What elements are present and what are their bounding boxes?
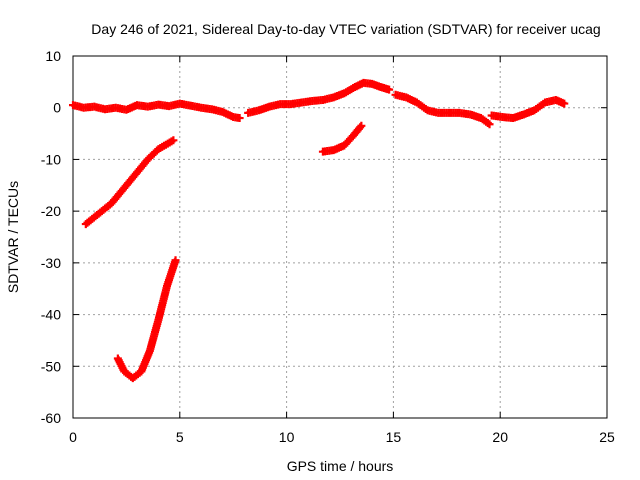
data-point: [357, 121, 366, 130]
x-tick-label: 10: [279, 429, 295, 445]
series-arc-4: [487, 95, 569, 123]
y-axis: -60 -50 -40 -30 -20 -10 0 10: [41, 48, 607, 426]
x-tick-label: 25: [599, 429, 615, 445]
data-point: [560, 99, 569, 108]
y-tick-label: -60: [41, 410, 61, 426]
x-tick-label: 0: [69, 429, 77, 445]
series-arc-2: [244, 78, 394, 117]
x-axis: 0 5 10 15 20 25: [69, 56, 615, 445]
series-arc-1: [69, 99, 244, 123]
y-tick-label: -10: [41, 151, 61, 167]
y-tick-label: -30: [41, 255, 61, 271]
y-tick-label: -50: [41, 358, 61, 374]
chart-title: Day 246 of 2021, Sidereal Day-to-day VTE…: [91, 21, 600, 37]
y-tick-label: -40: [41, 307, 61, 323]
y-tick-label: 0: [53, 100, 61, 116]
y-axis-title: SDTVAR / TECUs: [5, 181, 21, 293]
data-point: [385, 85, 394, 94]
series-arc-7: [318, 121, 366, 156]
x-tick-label: 15: [386, 429, 402, 445]
x-tick-label: 20: [492, 429, 508, 445]
series-arc-5: [81, 136, 178, 229]
y-tick-label: 10: [45, 48, 61, 64]
data-points: [69, 78, 569, 383]
x-tick-label: 5: [176, 429, 184, 445]
plot-frame: [72, 55, 608, 419]
data-point: [485, 120, 494, 129]
data-point: [356, 123, 365, 132]
data-point: [169, 136, 178, 145]
data-point: [235, 114, 244, 123]
y-tick-label: -20: [41, 203, 61, 219]
data-point: [171, 256, 180, 265]
series-arc-6: [113, 256, 180, 383]
x-axis-title: GPS time / hours: [287, 458, 394, 474]
series-arc-3: [391, 90, 494, 129]
